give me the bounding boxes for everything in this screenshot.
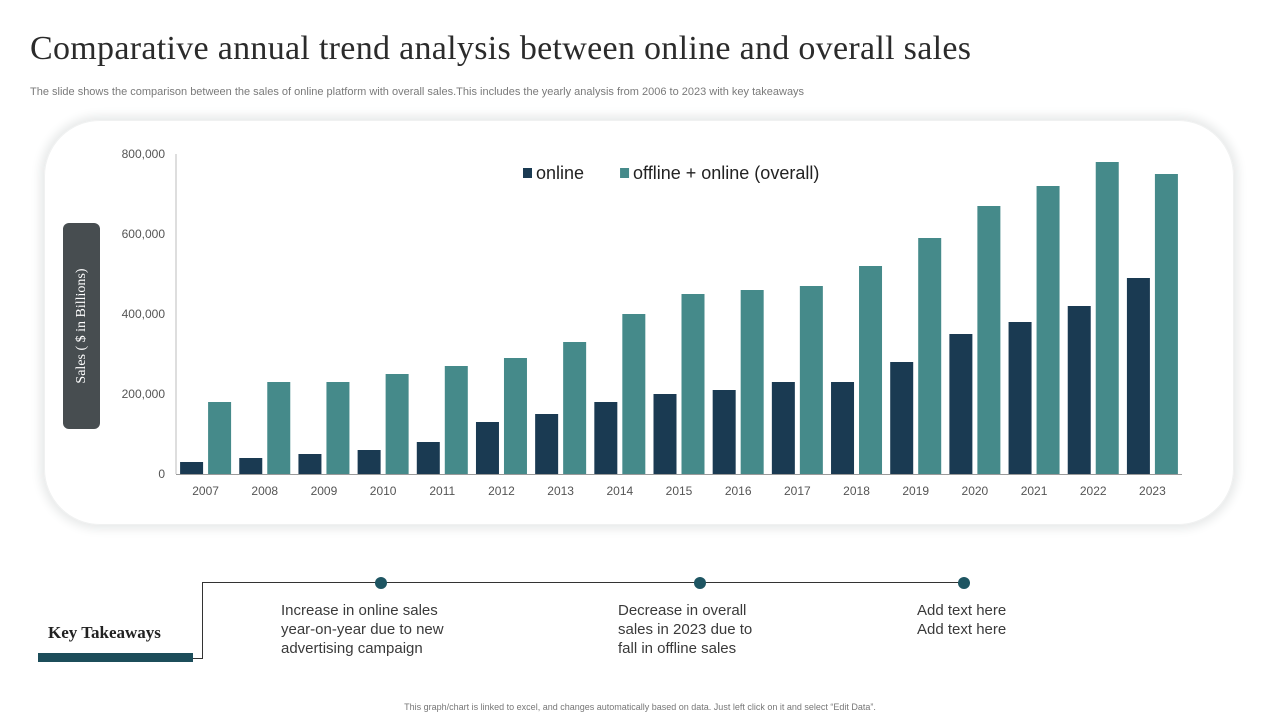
y-axis-label: Sales ( $ in Billions) bbox=[73, 268, 89, 384]
legend-swatch-online bbox=[523, 168, 532, 178]
bar-online-2017 bbox=[771, 382, 795, 474]
bar-overall-2010 bbox=[385, 374, 409, 474]
bar-online-2013 bbox=[535, 414, 559, 474]
bar-online-2015 bbox=[653, 394, 677, 474]
legend-label-online: online bbox=[536, 163, 584, 183]
y-tick-label: 0 bbox=[158, 467, 165, 481]
x-tick-label: 2020 bbox=[962, 484, 989, 498]
bar-overall-2021 bbox=[1036, 186, 1060, 474]
takeaway-3: Add text here Add text here bbox=[917, 601, 1006, 639]
x-tick-label: 2011 bbox=[429, 484, 455, 498]
x-tick-label: 2015 bbox=[666, 484, 693, 498]
bar-online-2007 bbox=[180, 462, 204, 474]
bar-overall-2018 bbox=[859, 266, 883, 474]
takeaway-1: Increase in online sales year-on-year du… bbox=[281, 601, 444, 658]
takeaway-2-line-1: Decrease in overall bbox=[618, 602, 747, 619]
x-tick-label: 2014 bbox=[606, 484, 633, 498]
page-title: Comparative annual trend analysis betwee… bbox=[30, 30, 972, 67]
x-tick-label: 2018 bbox=[843, 484, 870, 498]
bar-overall-2009 bbox=[326, 382, 350, 474]
bar-overall-2012 bbox=[503, 358, 527, 474]
bar-overall-2008 bbox=[267, 382, 291, 474]
bar-overall-2020 bbox=[977, 206, 1001, 474]
x-tick-label: 2013 bbox=[547, 484, 574, 498]
timeline-dot-2 bbox=[694, 577, 706, 589]
bar-online-2022 bbox=[1067, 306, 1091, 474]
legend-swatch-overall bbox=[620, 168, 630, 178]
bar-online-2020 bbox=[949, 334, 973, 474]
takeaway-2-line-2: sales in 2023 due to bbox=[618, 621, 753, 638]
y-tick-label: 400,000 bbox=[122, 307, 166, 321]
bar-online-2011 bbox=[416, 442, 440, 474]
x-tick-label: 2008 bbox=[251, 484, 278, 498]
bar-online-2021 bbox=[1008, 322, 1032, 474]
x-tick-label: 2007 bbox=[192, 484, 219, 498]
bar-online-2018 bbox=[831, 382, 855, 474]
legend-label-overall: offline + online (overall) bbox=[633, 163, 819, 183]
timeline-connector-vertical bbox=[202, 582, 203, 659]
takeaway-2: Decrease in overall sales in 2023 due to… bbox=[618, 601, 752, 658]
bar-online-2012 bbox=[475, 422, 499, 474]
bar-overall-2022 bbox=[1095, 162, 1119, 474]
bar-online-2019 bbox=[890, 362, 914, 474]
page-subtitle: The slide shows the comparison between t… bbox=[30, 86, 805, 98]
bar-online-2016 bbox=[712, 390, 736, 474]
bar-online-2023 bbox=[1126, 278, 1150, 474]
takeaway-1-line-3: advertising campaign bbox=[281, 640, 423, 657]
bar-overall-2019 bbox=[918, 238, 942, 474]
y-tick-label: 200,000 bbox=[122, 387, 166, 401]
bar-overall-2014 bbox=[622, 314, 646, 474]
timeline-connector-horizontal-bottom bbox=[193, 658, 203, 659]
timeline-dot-3 bbox=[958, 577, 970, 589]
bar-overall-2023 bbox=[1154, 174, 1178, 474]
x-tick-label: 2012 bbox=[488, 484, 515, 498]
bar-overall-2017 bbox=[799, 286, 823, 474]
takeaway-3-line-2: Add text here bbox=[917, 621, 1007, 638]
timeline-line bbox=[202, 582, 965, 583]
key-takeaways-label: Key Takeaways bbox=[48, 623, 161, 642]
x-tick-label: 2010 bbox=[370, 484, 397, 498]
x-tick-label: 2016 bbox=[725, 484, 752, 498]
y-tick-label: 600,000 bbox=[122, 227, 166, 241]
bar-overall-2013 bbox=[563, 342, 587, 474]
bar-overall-2015 bbox=[681, 294, 705, 474]
x-tick-label: 2017 bbox=[784, 484, 811, 498]
takeaway-2-line-3: fall in offline sales bbox=[618, 640, 737, 657]
takeaway-3-line-1: Add text here bbox=[917, 602, 1007, 619]
takeaway-1-line-1: Increase in online sales bbox=[281, 602, 438, 619]
footnote: This graph/chart is linked to excel, and… bbox=[404, 702, 876, 712]
bar-overall-2011 bbox=[444, 366, 468, 474]
x-tick-label: 2022 bbox=[1080, 484, 1107, 498]
x-tick-label: 2019 bbox=[902, 484, 929, 498]
x-tick-label: 2021 bbox=[1021, 484, 1048, 498]
x-tick-label: 2023 bbox=[1139, 484, 1166, 498]
bar-online-2010 bbox=[357, 450, 381, 474]
bar-overall-2016 bbox=[740, 290, 764, 474]
y-tick-label: 800,000 bbox=[122, 147, 166, 161]
key-takeaways-accent-bar bbox=[38, 653, 193, 662]
y-axis-label-pill: Sales ( $ in Billions) bbox=[63, 223, 100, 429]
bar-online-2009 bbox=[298, 454, 322, 474]
timeline-dot-1 bbox=[375, 577, 387, 589]
bar-online-2014 bbox=[594, 402, 618, 474]
takeaway-1-line-2: year-on-year due to new bbox=[281, 621, 444, 638]
bar-overall-2007 bbox=[208, 402, 232, 474]
x-tick-label: 2009 bbox=[311, 484, 338, 498]
bar-online-2008 bbox=[239, 458, 263, 474]
